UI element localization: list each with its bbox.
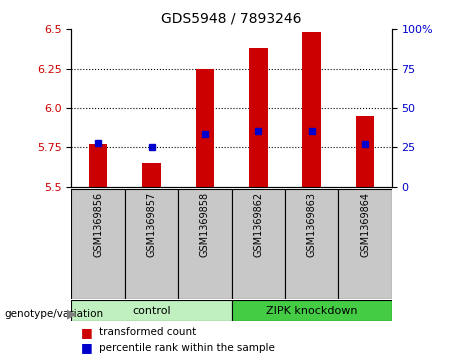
- Text: GSM1369857: GSM1369857: [147, 192, 157, 257]
- Bar: [71, 189, 125, 299]
- Bar: [249, 48, 268, 187]
- Text: ■: ■: [81, 326, 92, 339]
- Text: control: control: [132, 306, 171, 316]
- Text: genotype/variation: genotype/variation: [5, 309, 104, 319]
- Bar: [302, 32, 321, 187]
- Bar: [285, 189, 338, 299]
- Bar: [89, 144, 107, 187]
- Text: ■: ■: [81, 341, 92, 354]
- Bar: [178, 189, 231, 299]
- Bar: [71, 300, 231, 321]
- Text: GSM1369856: GSM1369856: [93, 192, 103, 257]
- Text: ZIPK knockdown: ZIPK knockdown: [266, 306, 357, 316]
- Text: percentile rank within the sample: percentile rank within the sample: [99, 343, 275, 353]
- Bar: [356, 116, 374, 187]
- Text: GSM1369864: GSM1369864: [360, 192, 370, 257]
- Bar: [142, 163, 161, 187]
- Bar: [231, 300, 392, 321]
- Text: GSM1369863: GSM1369863: [307, 192, 317, 257]
- Text: ▶: ▶: [67, 307, 77, 321]
- Bar: [125, 189, 178, 299]
- Text: GSM1369858: GSM1369858: [200, 192, 210, 257]
- Bar: [231, 189, 285, 299]
- Title: GDS5948 / 7893246: GDS5948 / 7893246: [161, 11, 302, 25]
- Text: GSM1369862: GSM1369862: [254, 192, 263, 257]
- Text: transformed count: transformed count: [99, 327, 196, 337]
- Bar: [195, 69, 214, 187]
- Bar: [338, 189, 392, 299]
